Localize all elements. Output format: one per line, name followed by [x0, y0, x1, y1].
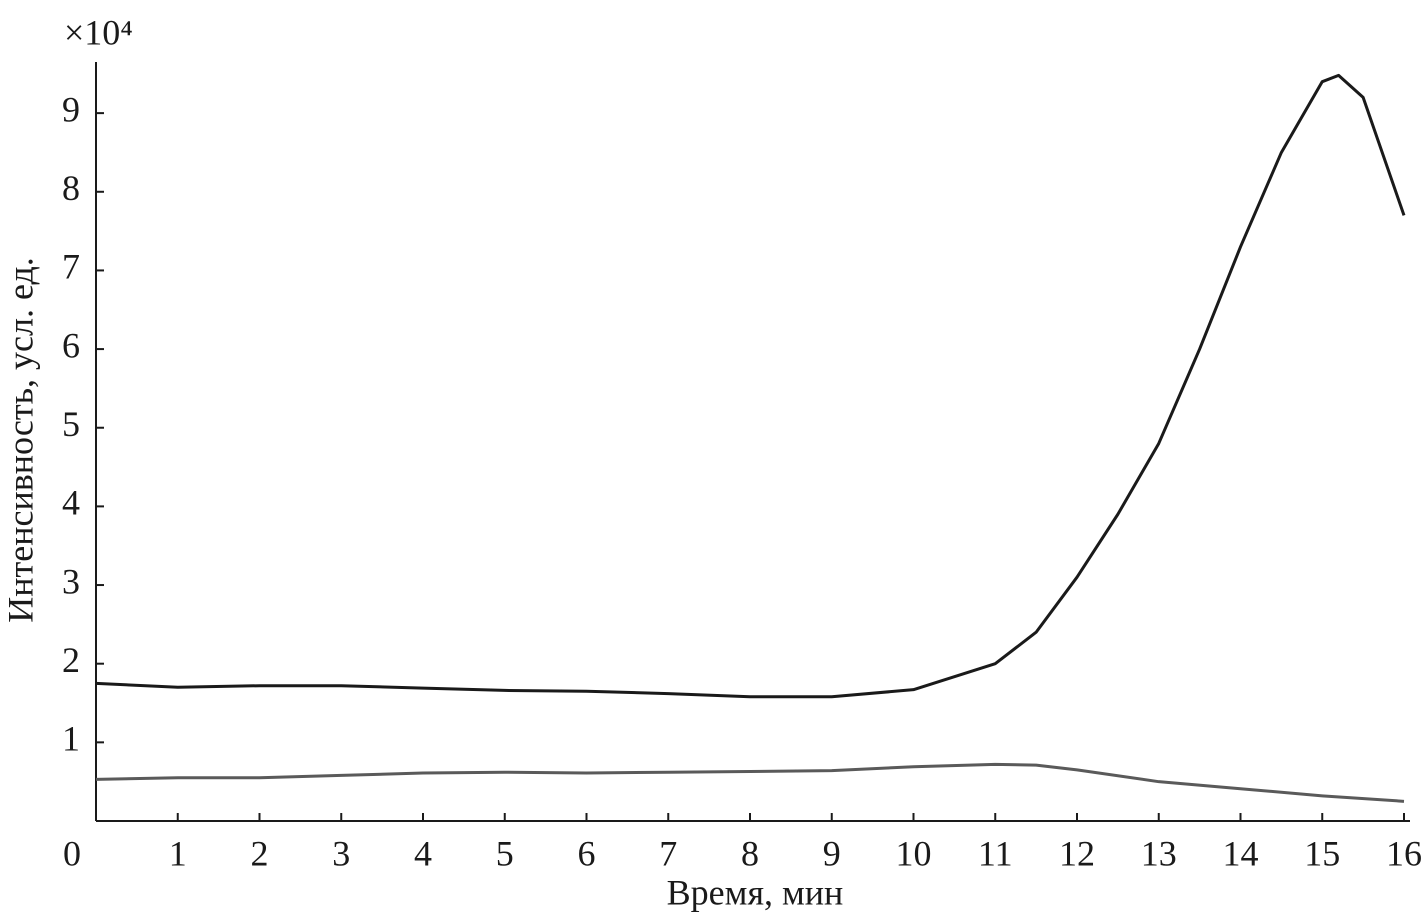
x-tick-label: 0 — [63, 833, 81, 873]
x-tick-label: 2 — [251, 833, 269, 873]
y-tick-label: 1 — [62, 719, 80, 759]
y-tick-label: 9 — [62, 89, 80, 129]
x-tick-label: 6 — [578, 833, 596, 873]
line-series — [95, 73, 1406, 699]
y-tick-label: 6 — [62, 325, 80, 365]
x-tick-label: 12 — [1059, 833, 1095, 873]
y-tick-label: 3 — [62, 561, 80, 601]
y-tick-label: 5 — [62, 404, 80, 444]
x-tick-label: 11 — [978, 833, 1013, 873]
x-tick-label: 7 — [659, 833, 677, 873]
y-tick-label: 2 — [62, 640, 80, 680]
x-tick-label: 16 — [1386, 833, 1422, 873]
x-tick-label: 10 — [896, 833, 932, 873]
x-axis-label: Время, мин — [667, 872, 844, 912]
x-tick-label: 15 — [1304, 833, 1340, 873]
x-tick-label: 13 — [1141, 833, 1177, 873]
x-tick-label: 5 — [496, 833, 514, 873]
y-multiplier: ×10⁴ — [64, 12, 133, 52]
x-tick-label: 8 — [741, 833, 759, 873]
y-tick-label: 4 — [62, 483, 80, 523]
x-tick-label: 4 — [414, 833, 432, 873]
line-series — [95, 762, 1405, 803]
x-tick-label: 14 — [1223, 833, 1259, 873]
x-tick-label: 1 — [169, 833, 187, 873]
x-tick-label: 9 — [823, 833, 841, 873]
y-tick-label: 8 — [62, 168, 80, 208]
x-tick-label: 3 — [332, 833, 350, 873]
y-tick-label: 7 — [62, 247, 80, 287]
y-axis-label: Интенсивность, усл. ед. — [0, 257, 40, 623]
